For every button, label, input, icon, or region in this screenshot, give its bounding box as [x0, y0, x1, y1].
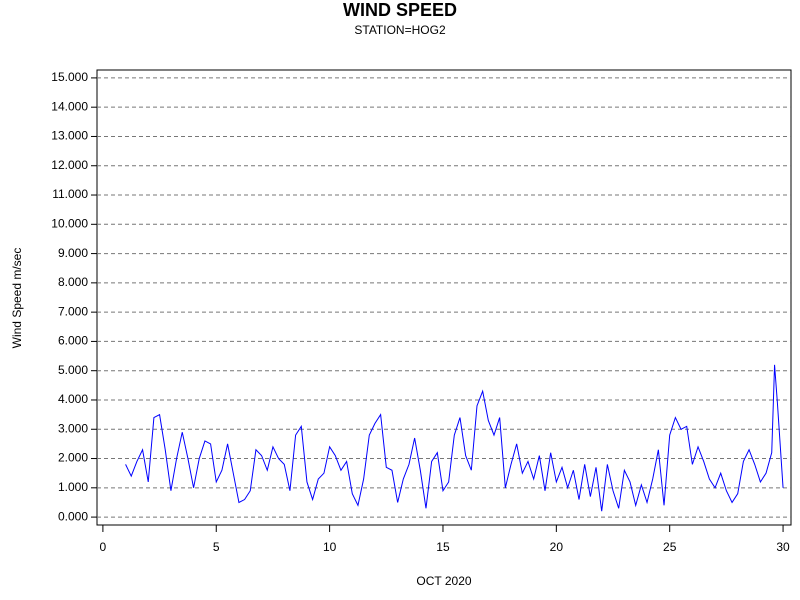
series-line — [125, 364, 784, 512]
y-tick-label: 2.000 — [58, 451, 88, 465]
y-tick-label: 6.000 — [58, 334, 88, 348]
y-axis-label: Wind Speed m/sec — [10, 248, 24, 349]
plot-frame — [96, 69, 792, 526]
x-tick-label: 20 — [550, 540, 564, 554]
y-tick-label: 14.000 — [51, 99, 88, 113]
y-tick-label: 11.000 — [52, 187, 88, 201]
y-tick-label: 0.000 — [58, 509, 88, 523]
x-tick-label: 15 — [436, 540, 450, 554]
y-tick-label: 13.000 — [51, 129, 88, 143]
x-tick-label: 25 — [663, 540, 677, 554]
x-tick-label: 10 — [323, 540, 337, 554]
y-tick-label: 1.000 — [58, 480, 88, 494]
y-tick-label: 15.000 — [51, 70, 88, 84]
y-tick-label: 10.000 — [51, 216, 88, 230]
x-tick-label: 0 — [100, 540, 107, 554]
chart-subtitle: STATION=HOG2 — [354, 23, 446, 37]
y-tick-label: 12.000 — [51, 158, 88, 172]
chart-title: WIND SPEED — [343, 0, 457, 20]
y-tick-label: 7.000 — [58, 304, 88, 318]
y-tick-label: 8.000 — [58, 275, 88, 289]
y-tick-label: 3.000 — [58, 421, 88, 435]
x-axis-label: OCT 2020 — [416, 574, 471, 588]
y-tick-label: 9.000 — [58, 246, 88, 260]
y-tick-label: 5.000 — [58, 363, 88, 377]
x-tick-label: 5 — [213, 540, 220, 554]
y-tick-label: 4.000 — [58, 392, 88, 406]
x-tick-label: 30 — [776, 540, 790, 554]
